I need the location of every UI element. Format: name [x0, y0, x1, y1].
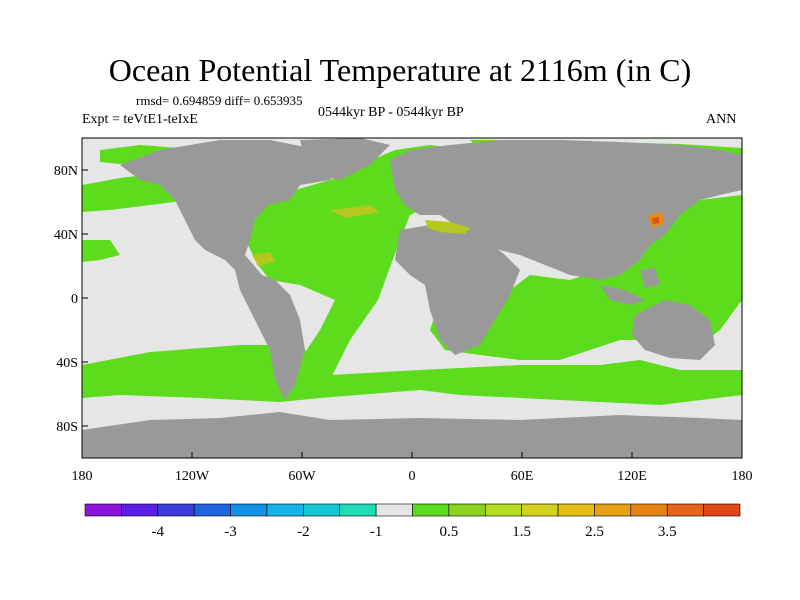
colorbar-label: 0.5	[440, 524, 459, 540]
x-tick-label: 180	[732, 469, 753, 484]
colorbar-swatch	[157, 503, 195, 517]
colorbar-swatch	[666, 503, 704, 517]
x-tick-label: 180	[72, 469, 93, 484]
north-america-land	[120, 140, 345, 400]
x-tick-label: 120E	[617, 469, 647, 484]
colorbar-label: 3.5	[658, 524, 677, 540]
colorbar-swatch	[121, 503, 159, 517]
antarctica-land	[82, 412, 742, 458]
y-tick-label: 0	[71, 292, 78, 307]
colorbar-label: -2	[297, 524, 310, 540]
period-label: 0544kyr BP - 0544kyr BP	[318, 105, 464, 120]
colorbar-label: -1	[370, 524, 383, 540]
colorbar-label: 1.5	[512, 524, 531, 540]
y-tick-label: 80N	[54, 164, 78, 179]
australia-land	[632, 300, 715, 360]
colorbar-swatch	[339, 503, 377, 517]
mediterranean-anomaly	[425, 220, 470, 234]
y-tick-label: 80S	[56, 420, 78, 435]
colorbar-swatch	[193, 503, 231, 517]
colorbar-swatch	[484, 503, 522, 517]
x-tick-label: 0	[409, 469, 416, 484]
colorbar-swatch	[303, 503, 341, 517]
southern-ocean-anomaly-region	[82, 345, 742, 405]
y-tick-label: 40N	[54, 228, 78, 243]
colorbar-label: -4	[152, 524, 165, 540]
colorbar-swatch	[412, 503, 450, 517]
colorbar-swatch	[703, 503, 741, 517]
greenland-land	[300, 138, 390, 180]
maritime-continent-land	[600, 268, 660, 305]
x-tick-label: 60W	[288, 469, 316, 484]
colorbar-swatch	[521, 503, 559, 517]
map-title: Ocean Potential Temperature at 2116m (in…	[108, 52, 692, 88]
stats-label: rmsd= 0.694859 diff= 0.653935	[136, 93, 303, 108]
colorbar-swatch	[594, 503, 632, 517]
season-label: ANN	[706, 112, 737, 127]
x-tick-label: 120W	[175, 469, 210, 484]
eurasia-land	[390, 140, 742, 280]
colorbar-label: 2.5	[585, 524, 604, 540]
colorbar-swatch	[557, 503, 595, 517]
gulf-of-mexico-anomaly	[252, 252, 275, 266]
colorbar-swatch	[630, 503, 668, 517]
y-tick-label: 40S	[56, 356, 78, 371]
colorbar-swatch	[84, 503, 122, 517]
experiment-label: Expt = teVtE1-teIxE	[82, 112, 198, 127]
colorbar-swatch	[230, 503, 268, 517]
japan-sea-peak-anomaly	[652, 217, 659, 224]
colorbar-label: -3	[224, 524, 237, 540]
colorbar-swatch	[266, 503, 304, 517]
north-atlantic-anomaly	[330, 205, 380, 218]
x-tick-label: 60E	[511, 469, 534, 484]
colorbar-swatch	[375, 503, 413, 517]
colorbar-swatch	[448, 503, 486, 517]
africa-land	[395, 225, 520, 355]
